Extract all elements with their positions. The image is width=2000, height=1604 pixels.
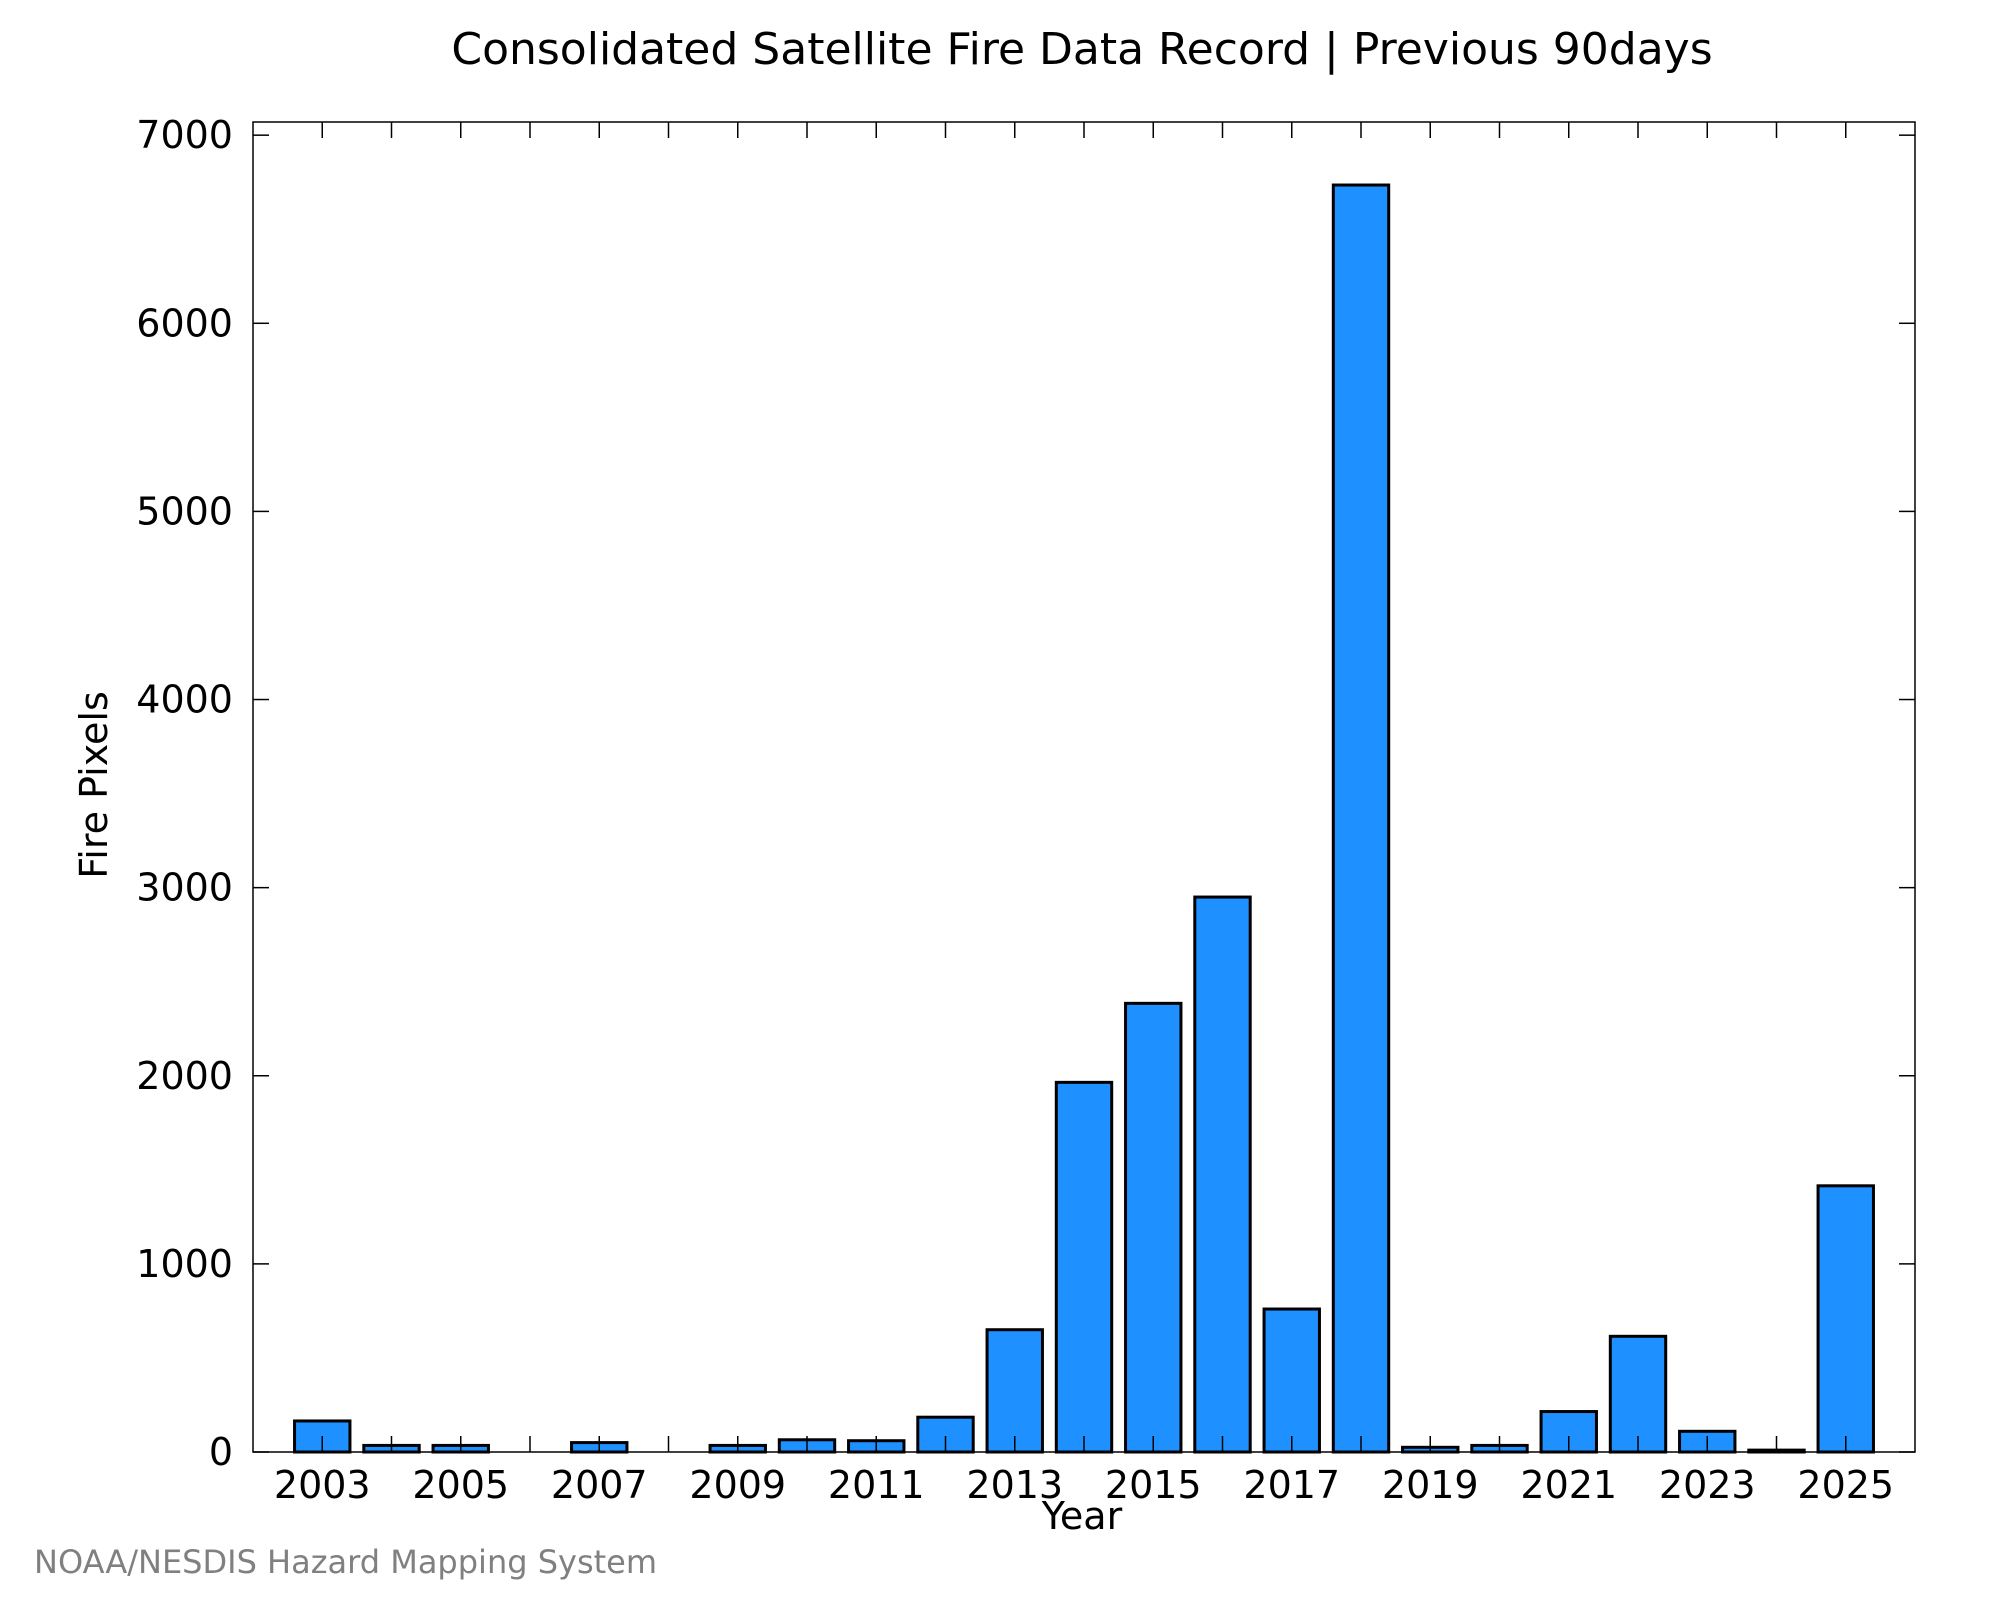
x-tick-label: 2021 bbox=[1520, 1463, 1617, 1507]
y-tick-label: 7000 bbox=[136, 113, 233, 157]
x-tick-label: 2013 bbox=[966, 1463, 1063, 1507]
bar-2017 bbox=[1262, 1307, 1321, 1454]
chart-title: Consolidated Satellite Fire Data Record … bbox=[451, 24, 1712, 75]
y-tick-label: 0 bbox=[209, 1430, 233, 1474]
bar-2018 bbox=[1331, 183, 1391, 1454]
x-tick-label: 2007 bbox=[551, 1463, 648, 1507]
x-tick-label: 2019 bbox=[1382, 1463, 1479, 1507]
y-tick-label: 4000 bbox=[136, 678, 233, 722]
x-tick-label: 2009 bbox=[689, 1463, 786, 1507]
y-tick-label: 2000 bbox=[136, 1054, 233, 1098]
y-tick-label: 6000 bbox=[136, 301, 233, 345]
x-axis-label: Year bbox=[1041, 1494, 1123, 1538]
bar-2025 bbox=[1816, 1184, 1875, 1454]
plot-area: 0 1000 2000 3000 4000 5000 6000 7000 2003 2005 200… bbox=[136, 113, 1916, 1507]
y-tick-label: 5000 bbox=[136, 489, 233, 533]
x-tick-label: 2005 bbox=[412, 1463, 509, 1507]
x-tick-label: 2017 bbox=[1243, 1463, 1340, 1507]
bar-2022 bbox=[1608, 1334, 1668, 1454]
x-tick-label: 2011 bbox=[828, 1463, 925, 1507]
credit-text: NOAA/NESDIS Hazard Mapping System bbox=[34, 1543, 657, 1581]
bar-2013 bbox=[985, 1328, 1044, 1454]
y-tick-label: 3000 bbox=[136, 866, 233, 910]
x-tick-label: 2015 bbox=[1105, 1463, 1202, 1507]
bar-2014 bbox=[1054, 1080, 1114, 1454]
bar-2016 bbox=[1193, 895, 1252, 1454]
x-tick-label: 2003 bbox=[274, 1463, 371, 1507]
y-tick-label: 1000 bbox=[136, 1242, 233, 1286]
y-axis-label: Fire Pixels bbox=[72, 691, 116, 879]
x-tick-label: 2025 bbox=[1797, 1463, 1894, 1507]
x-tick-label: 2023 bbox=[1659, 1463, 1756, 1507]
bar-2015 bbox=[1124, 1001, 1183, 1454]
